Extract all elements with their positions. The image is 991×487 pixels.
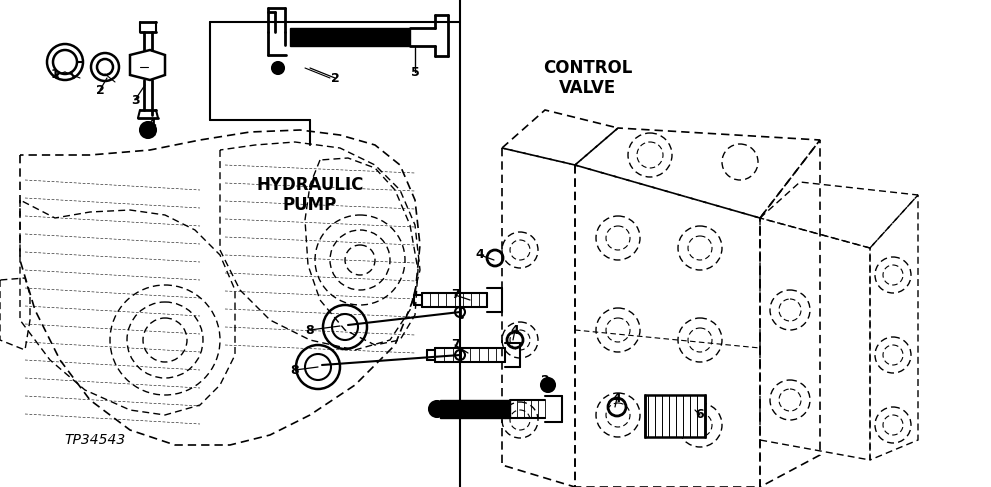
Polygon shape [130, 50, 165, 80]
Text: 8: 8 [305, 323, 314, 337]
Circle shape [272, 62, 284, 74]
Text: 4: 4 [510, 323, 519, 337]
Circle shape [140, 122, 156, 138]
Text: TP34543: TP34543 [64, 433, 126, 447]
Text: HYDRAULIC
PUMP: HYDRAULIC PUMP [257, 176, 364, 214]
Bar [645, 395, 705, 437]
Text: 7: 7 [451, 338, 460, 352]
Circle shape [455, 307, 465, 317]
Bar [440, 400, 510, 418]
Text: 5: 5 [500, 409, 509, 422]
Text: 1: 1 [51, 69, 59, 81]
Circle shape [429, 401, 445, 417]
Bar [290, 28, 410, 46]
Text: 4: 4 [148, 118, 157, 131]
Text: 4: 4 [476, 248, 485, 262]
Text: 8: 8 [290, 363, 299, 376]
Text: 5: 5 [410, 65, 419, 78]
Text: 2: 2 [331, 72, 339, 85]
Text: 3: 3 [131, 94, 140, 107]
Text: CONTROL
VALVE: CONTROL VALVE [543, 58, 632, 97]
Text: 6: 6 [696, 409, 705, 422]
Text: 7: 7 [451, 288, 460, 301]
Circle shape [455, 350, 465, 360]
Text: 4: 4 [612, 392, 621, 405]
Text: 2: 2 [541, 374, 549, 387]
Circle shape [541, 378, 555, 392]
Text: 2: 2 [95, 83, 104, 96]
